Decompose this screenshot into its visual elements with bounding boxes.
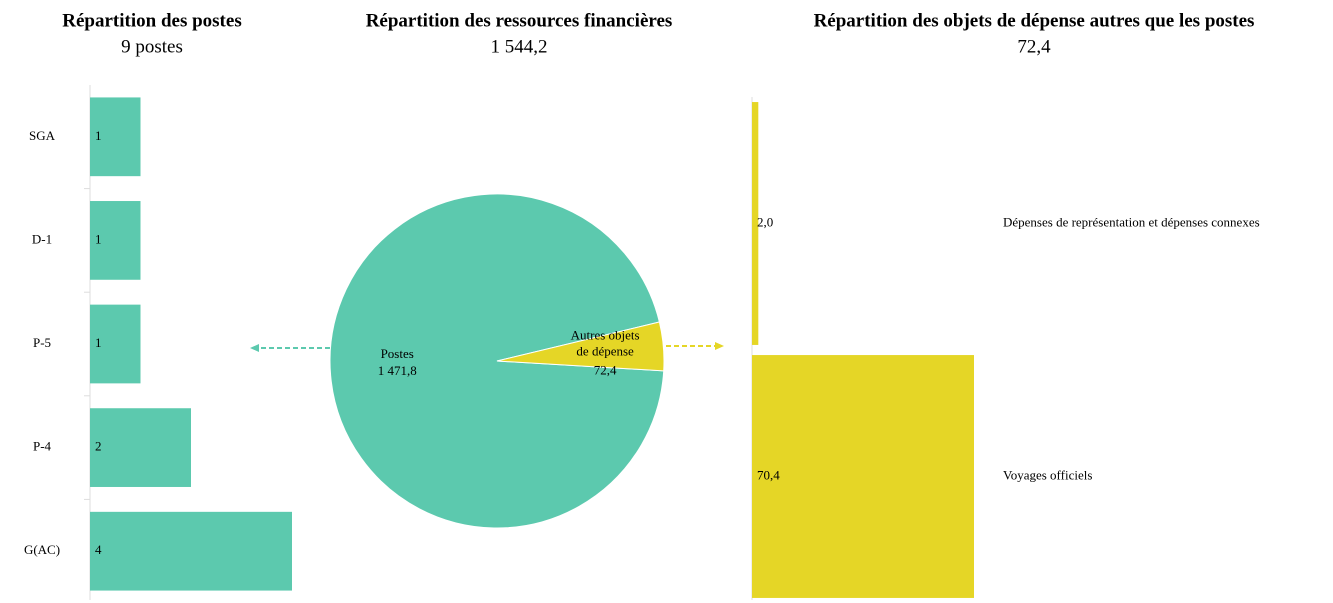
value-label: 1 [95,128,102,143]
value-label: 2,0 [757,214,773,229]
slice-label: Postes [381,346,414,361]
value-label: 2 [95,439,102,454]
category-label: Dépenses de représentation et dépenses c… [1003,214,1260,229]
chart-subtitle: 72,4 [1017,36,1051,57]
value-label: 1 [95,231,102,246]
category-label: SGA [29,128,56,143]
category-label: Voyages officiels [1003,467,1092,482]
bar [90,97,141,177]
chart-title: Répartition des objets de dépense autres… [814,10,1255,31]
slice-label: Autres objets de dépense [571,327,640,358]
slice-value: 1 471,8 [378,363,417,378]
bar [90,408,191,487]
value-label: 1 [95,335,102,350]
category-label: D-1 [32,231,52,246]
category-label: P-5 [33,335,51,350]
slice-value: 72,4 [594,362,617,377]
chart-subtitle: 1 544,2 [491,36,548,57]
category-label: P-4 [33,439,52,454]
bar [752,355,974,598]
chart-subtitle: 9 postes [121,36,183,57]
chart-title: Répartition des ressources financières [366,10,673,31]
bar [90,511,292,591]
bar [90,304,141,384]
bar [752,102,759,345]
value-label: 4 [95,542,102,557]
bar [90,201,141,280]
pie-slice [329,193,665,529]
pie-slice [496,321,665,372]
value-label: 70,4 [757,467,780,482]
category-label: G(AC) [24,542,60,557]
chart-title: Répartition des postes [62,10,241,31]
arrow-head [250,344,259,352]
arrow-head [715,342,724,350]
